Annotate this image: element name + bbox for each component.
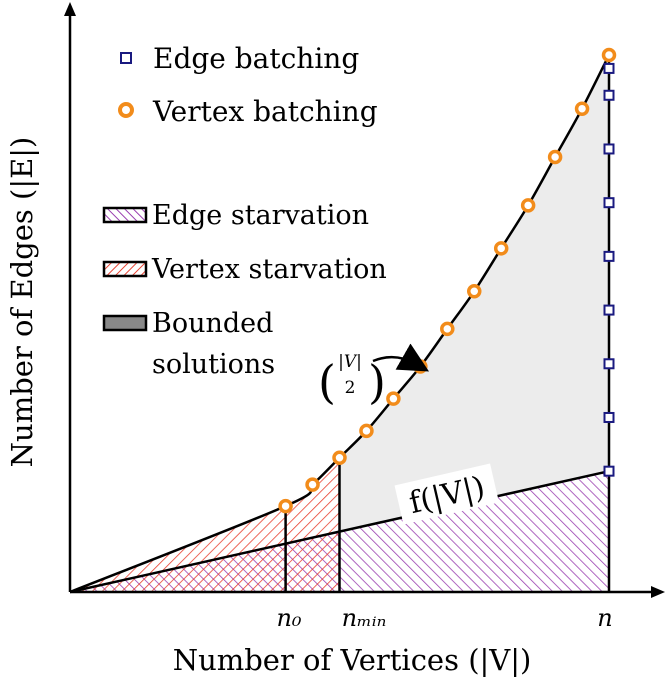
vertex-batching-point <box>547 149 563 165</box>
tick-n: n <box>597 604 612 632</box>
tick-n0: n₀ <box>276 604 301 632</box>
binomial-bottom: 2 <box>345 378 356 398</box>
vertex-starvation-region <box>70 457 340 592</box>
edge-batching-point <box>603 89 615 101</box>
vertex-batching-point <box>332 450 347 465</box>
svg-text:(: ( <box>318 355 336 409</box>
legend-edge-starvation-swatch <box>102 206 148 224</box>
legend-edge-batching-marker <box>120 52 132 64</box>
legend-edge-starvation: Edge starvation <box>152 200 369 231</box>
vertex-batching-point <box>359 423 374 439</box>
svg-text:): ) <box>368 355 386 409</box>
legend-edge-batching: Edge batching <box>153 42 359 75</box>
vertex-batching-point <box>520 198 536 213</box>
x-axis-arrow <box>651 586 665 598</box>
vertex-batching-point <box>413 359 428 374</box>
edge-batching-point <box>603 250 615 262</box>
tick-nmin: nₘᵢₙ <box>342 604 387 632</box>
edge-batching-point <box>603 304 615 316</box>
vertex-batching-point <box>440 321 455 337</box>
vertex-batching-point <box>467 284 482 299</box>
legend-vertex-batching-marker <box>118 102 134 118</box>
edge-batching-point <box>603 143 615 155</box>
vertex-batching-point <box>493 241 509 256</box>
markers <box>278 47 617 514</box>
binomial-top: |V| <box>338 352 362 372</box>
binomial-annotation: ( ) |V| 2 <box>318 343 430 409</box>
edge-batching-point <box>603 197 615 209</box>
edge-batching-point <box>603 62 615 74</box>
legend-bounded-swatch <box>102 314 148 332</box>
edge-batching-point <box>603 465 615 477</box>
vertex-batching-point <box>386 391 401 406</box>
binomial-arrow <box>372 343 430 372</box>
legend-bounded: Bounded <box>152 308 273 339</box>
vertex-batching-point <box>278 498 293 514</box>
legend-vertex-starvation: Vertex starvation <box>151 254 387 285</box>
legend-solutions: solutions <box>152 349 275 380</box>
edge-batching-point <box>603 411 615 423</box>
vertex-batching-point <box>574 101 590 116</box>
y-axis-arrow <box>64 2 76 16</box>
legend-vertex-starvation-swatch <box>102 260 148 278</box>
x-axis-label: Number of Vertices (|V|) <box>173 643 532 677</box>
y-axis-label: Number of Edges (|E|) <box>5 137 39 468</box>
vertex-batching-point <box>601 47 617 63</box>
edge-batching-point <box>603 358 615 370</box>
vertex-batching-point <box>305 477 320 492</box>
legend-vertex-batching: Vertex batching <box>152 95 378 128</box>
